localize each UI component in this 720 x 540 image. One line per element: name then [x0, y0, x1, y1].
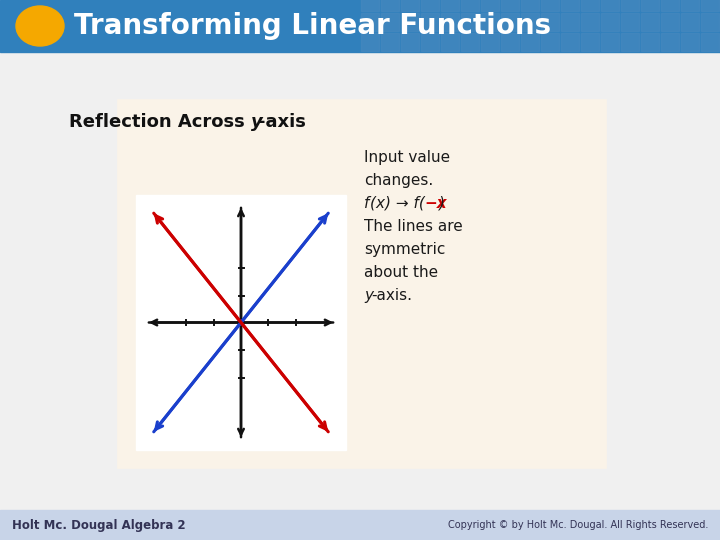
Bar [401, 13, 419, 31]
Bar [401, 0, 419, 11]
Bar [581, 33, 599, 51]
Bar [421, 33, 439, 51]
Bar [118, 100, 606, 468]
Bar [641, 13, 659, 31]
Bar [501, 0, 519, 11]
Bar [421, 13, 439, 31]
Bar [661, 0, 679, 11]
Bar [0, 0, 720, 52]
Bar [381, 33, 399, 51]
Text: Reflection Across: Reflection Across [69, 113, 251, 131]
Bar [501, 13, 519, 31]
Bar [701, 33, 719, 51]
Bar [581, 13, 599, 31]
Bar [621, 0, 639, 11]
Bar [541, 33, 559, 51]
Bar [421, 0, 439, 11]
Bar [541, 0, 559, 11]
Bar [481, 13, 499, 31]
Bar [136, 195, 346, 450]
Bar [441, 13, 459, 31]
Bar [481, 0, 499, 11]
Bar [361, 33, 379, 51]
Text: y: y [251, 113, 263, 131]
Text: -axis.: -axis. [371, 288, 412, 303]
Bar [701, 13, 719, 31]
Bar [681, 0, 699, 11]
Bar [561, 0, 579, 11]
Bar [581, 0, 599, 11]
Bar [701, 0, 719, 11]
Bar [401, 33, 419, 51]
Text: symmetric: symmetric [364, 242, 446, 257]
Text: Transforming Linear Functions: Transforming Linear Functions [74, 12, 551, 40]
Bar [521, 33, 539, 51]
Text: −x: −x [424, 196, 446, 211]
Bar [661, 33, 679, 51]
Bar [381, 0, 399, 11]
Bar [641, 0, 659, 11]
Text: f: f [364, 196, 369, 211]
Bar [521, 13, 539, 31]
Bar [461, 33, 479, 51]
Bar [641, 33, 659, 51]
Bar [461, 0, 479, 11]
Bar [601, 0, 619, 11]
Bar [601, 33, 619, 51]
Ellipse shape [16, 6, 64, 46]
Text: (x) → f(: (x) → f( [370, 196, 425, 211]
Bar [521, 0, 539, 11]
Bar [541, 13, 559, 31]
Bar [621, 13, 639, 31]
Bar [381, 13, 399, 31]
Text: ): ) [439, 196, 445, 211]
Bar [661, 13, 679, 31]
Bar [561, 33, 579, 51]
Bar [361, 13, 379, 31]
Text: Copyright © by Holt Mc. Dougal. All Rights Reserved.: Copyright © by Holt Mc. Dougal. All Righ… [448, 520, 708, 530]
Text: changes.: changes. [364, 173, 433, 188]
Text: -axis: -axis [258, 113, 306, 131]
Bar [621, 33, 639, 51]
Bar [681, 33, 699, 51]
Text: y: y [364, 288, 373, 303]
Bar [601, 13, 619, 31]
Text: Input value: Input value [364, 150, 450, 165]
Bar [481, 33, 499, 51]
Bar [0, 510, 720, 540]
Text: Holt Mc. Dougal Algebra 2: Holt Mc. Dougal Algebra 2 [12, 518, 186, 531]
Bar [361, 0, 379, 11]
Bar [561, 13, 579, 31]
Text: about the: about the [364, 265, 438, 280]
Bar [441, 0, 459, 11]
Bar [461, 13, 479, 31]
Bar [501, 33, 519, 51]
Text: The lines are: The lines are [364, 219, 463, 234]
Bar [441, 33, 459, 51]
Bar [681, 13, 699, 31]
